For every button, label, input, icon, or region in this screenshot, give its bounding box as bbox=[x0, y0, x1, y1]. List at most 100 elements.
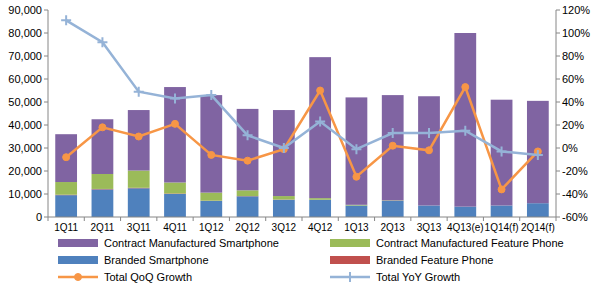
tick bbox=[556, 171, 560, 172]
bar bbox=[382, 200, 404, 201]
marker bbox=[208, 151, 215, 158]
tick bbox=[44, 102, 48, 103]
bar bbox=[55, 195, 77, 217]
bar bbox=[55, 134, 77, 182]
tick-label: 50,000 bbox=[8, 96, 42, 108]
tick bbox=[556, 102, 560, 103]
bar bbox=[309, 200, 331, 217]
tick bbox=[44, 33, 48, 34]
marker bbox=[172, 120, 179, 127]
tick-label: 70,000 bbox=[8, 50, 42, 62]
legend-item: Total YoY Growth bbox=[330, 271, 460, 283]
tick-label: 90,000 bbox=[8, 4, 42, 16]
marker bbox=[389, 142, 396, 149]
y2-axis bbox=[556, 10, 557, 217]
tick bbox=[556, 79, 560, 80]
tick-label: 60,000 bbox=[8, 73, 42, 85]
marker bbox=[424, 128, 434, 138]
category-label: 1Q13 bbox=[344, 222, 369, 233]
legend-swatch bbox=[58, 256, 98, 264]
tick bbox=[556, 10, 560, 11]
marker bbox=[315, 117, 325, 127]
marker bbox=[61, 15, 71, 25]
bar bbox=[527, 203, 549, 217]
tick bbox=[120, 217, 121, 221]
tick bbox=[44, 56, 48, 57]
legend-swatch bbox=[330, 239, 370, 247]
marker bbox=[460, 126, 470, 136]
tick bbox=[44, 10, 48, 11]
bar bbox=[346, 206, 368, 218]
tick bbox=[44, 148, 48, 149]
marker bbox=[97, 37, 107, 47]
tick bbox=[44, 171, 48, 172]
tick-label: 40,000 bbox=[8, 119, 42, 131]
bar bbox=[237, 196, 259, 217]
marker bbox=[170, 94, 180, 104]
bar bbox=[164, 183, 186, 194]
category-label: 3Q11 bbox=[127, 222, 151, 233]
legend-marker bbox=[345, 272, 355, 282]
bar bbox=[454, 207, 476, 217]
chart: 010,00020,00030,00040,00050,00060,00070,… bbox=[0, 0, 600, 300]
bar bbox=[237, 109, 259, 190]
tick bbox=[556, 194, 560, 195]
tick bbox=[44, 217, 48, 218]
marker bbox=[134, 87, 144, 97]
tick-label: 0% bbox=[562, 142, 578, 154]
marker bbox=[279, 143, 289, 153]
category-label: 1Q14(f) bbox=[485, 222, 519, 233]
category-label: 4Q11 bbox=[163, 222, 187, 233]
bar bbox=[92, 189, 114, 217]
marker bbox=[462, 84, 469, 91]
tick bbox=[556, 148, 560, 149]
bar bbox=[418, 206, 440, 218]
tick-label: -20% bbox=[562, 165, 588, 177]
bars bbox=[55, 33, 548, 217]
bar bbox=[346, 205, 368, 206]
legend-label: Branded Smartphone bbox=[104, 254, 209, 266]
category-label: 2Q11 bbox=[91, 222, 115, 233]
category-label: 1Q11 bbox=[54, 222, 78, 233]
category-label: 3Q13 bbox=[417, 222, 442, 233]
marker bbox=[243, 130, 253, 140]
bar bbox=[418, 96, 440, 205]
bar bbox=[92, 119, 114, 174]
marker bbox=[99, 124, 106, 131]
marker bbox=[135, 133, 142, 140]
marker bbox=[63, 154, 70, 161]
lines bbox=[61, 15, 543, 193]
tick bbox=[556, 125, 560, 126]
tick bbox=[84, 217, 85, 221]
category-label: 2Q12 bbox=[235, 222, 260, 233]
bar bbox=[237, 190, 259, 196]
category-label: 2Q14(f) bbox=[521, 222, 555, 233]
marker bbox=[426, 147, 433, 154]
tick bbox=[410, 217, 411, 221]
tick bbox=[447, 217, 448, 221]
legend-marker bbox=[75, 274, 82, 281]
tick bbox=[44, 79, 48, 80]
tick bbox=[44, 125, 48, 126]
tick bbox=[556, 56, 560, 57]
tick bbox=[44, 194, 48, 195]
tick bbox=[556, 217, 557, 221]
bar bbox=[128, 171, 150, 188]
tick-label: 80,000 bbox=[8, 27, 42, 39]
bar bbox=[164, 194, 186, 217]
legend-item: Total QoQ Growth bbox=[58, 271, 192, 283]
bar bbox=[273, 110, 295, 196]
tick-label: 20,000 bbox=[8, 165, 42, 177]
tick bbox=[374, 217, 375, 221]
bar bbox=[200, 95, 222, 193]
tick-label: -60% bbox=[562, 211, 588, 223]
tick bbox=[556, 33, 560, 34]
bar bbox=[382, 201, 404, 217]
bar bbox=[491, 206, 513, 218]
bar bbox=[309, 198, 331, 200]
legend-label: Contract Manufactured Feature Phone bbox=[376, 237, 564, 249]
tick-label: 120% bbox=[562, 4, 590, 16]
bar bbox=[200, 201, 222, 217]
bar bbox=[454, 33, 476, 207]
tick-label: -40% bbox=[562, 188, 588, 200]
